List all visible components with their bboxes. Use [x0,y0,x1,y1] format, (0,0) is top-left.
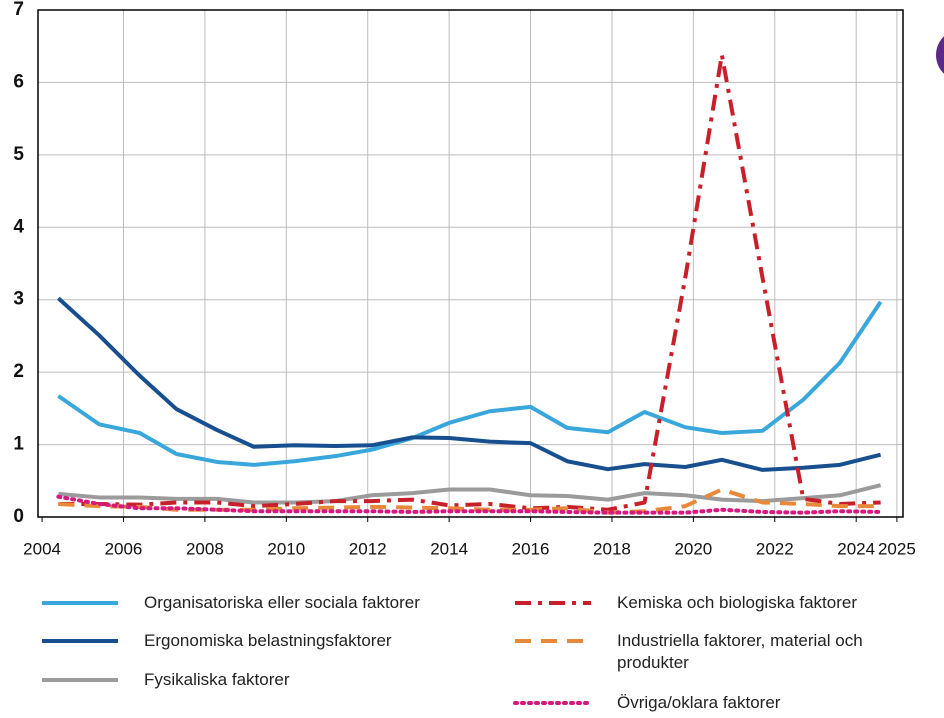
legend-swatch [515,601,591,605]
y-tick-label: 2 [13,361,24,382]
legend-label: Övriga/oklara faktorer [617,693,781,712]
y-tick-label: 4 [13,216,24,237]
legend-label: Organisatoriska eller sociala faktorer [144,593,420,612]
legend-item: Ergonomiska belastningsfaktorer [40,630,424,652]
x-tick-label: 2008 [186,539,224,558]
series-line [58,483,882,505]
legend-swatch [42,601,118,605]
x-tick-label: 2010 [267,539,305,558]
y-tick-label: 1 [13,434,24,455]
legend-swatch [42,639,118,643]
chart: 0 1 2 3 4 5 6 7 2004 2006 2008 2010 2012 2014 2016 2018… [13,0,944,558]
legend-label: Industriella faktorer, material och prod… [617,631,863,672]
y-tick-label: 3 [13,289,24,310]
y-tick-label: 5 [13,144,24,165]
legend-item: Kemiska och biologiska faktorer [513,592,897,614]
x-tick-label: 2012 [349,539,387,558]
legend-item: Övriga/oklara faktorer [513,692,897,714]
legend-item: Fysikaliska faktorer [40,669,424,691]
legend-swatch [515,639,591,643]
y-tick-label: 7 [13,0,24,20]
series-line [58,52,881,512]
series-line [57,296,882,472]
legend-swatch [513,701,593,705]
legend-label: Fysikaliska faktorer [144,670,290,689]
legend-item: Organisatoriska eller sociala faktorer [40,592,424,614]
x-tick-label: 2006 [105,539,143,558]
series-line [56,494,883,515]
x-tick-label: 2022 [756,539,794,558]
x-tick-label: 2020 [674,539,712,558]
x-tick-label: 2025 [878,539,916,558]
legend-label: Ergonomiska belastningsfaktorer [144,631,392,650]
y-tick-label: 6 [13,71,24,92]
legend-item: Industriella faktorer, material och prod… [513,630,897,674]
logo-shape [936,36,944,74]
y-tick-label: 0 [13,506,24,527]
x-tick-label: 2014 [430,539,468,558]
legend-swatch [42,678,118,682]
x-tick-label: 2016 [512,539,550,558]
x-tick-label: 2004 [23,539,61,558]
x-tick-label: 2024 [837,539,875,558]
plot-frame [37,9,904,518]
series-line [57,300,883,467]
legend-label: Kemiska och biologiska faktorer [617,593,858,612]
x-tick-label: 2018 [593,539,631,558]
